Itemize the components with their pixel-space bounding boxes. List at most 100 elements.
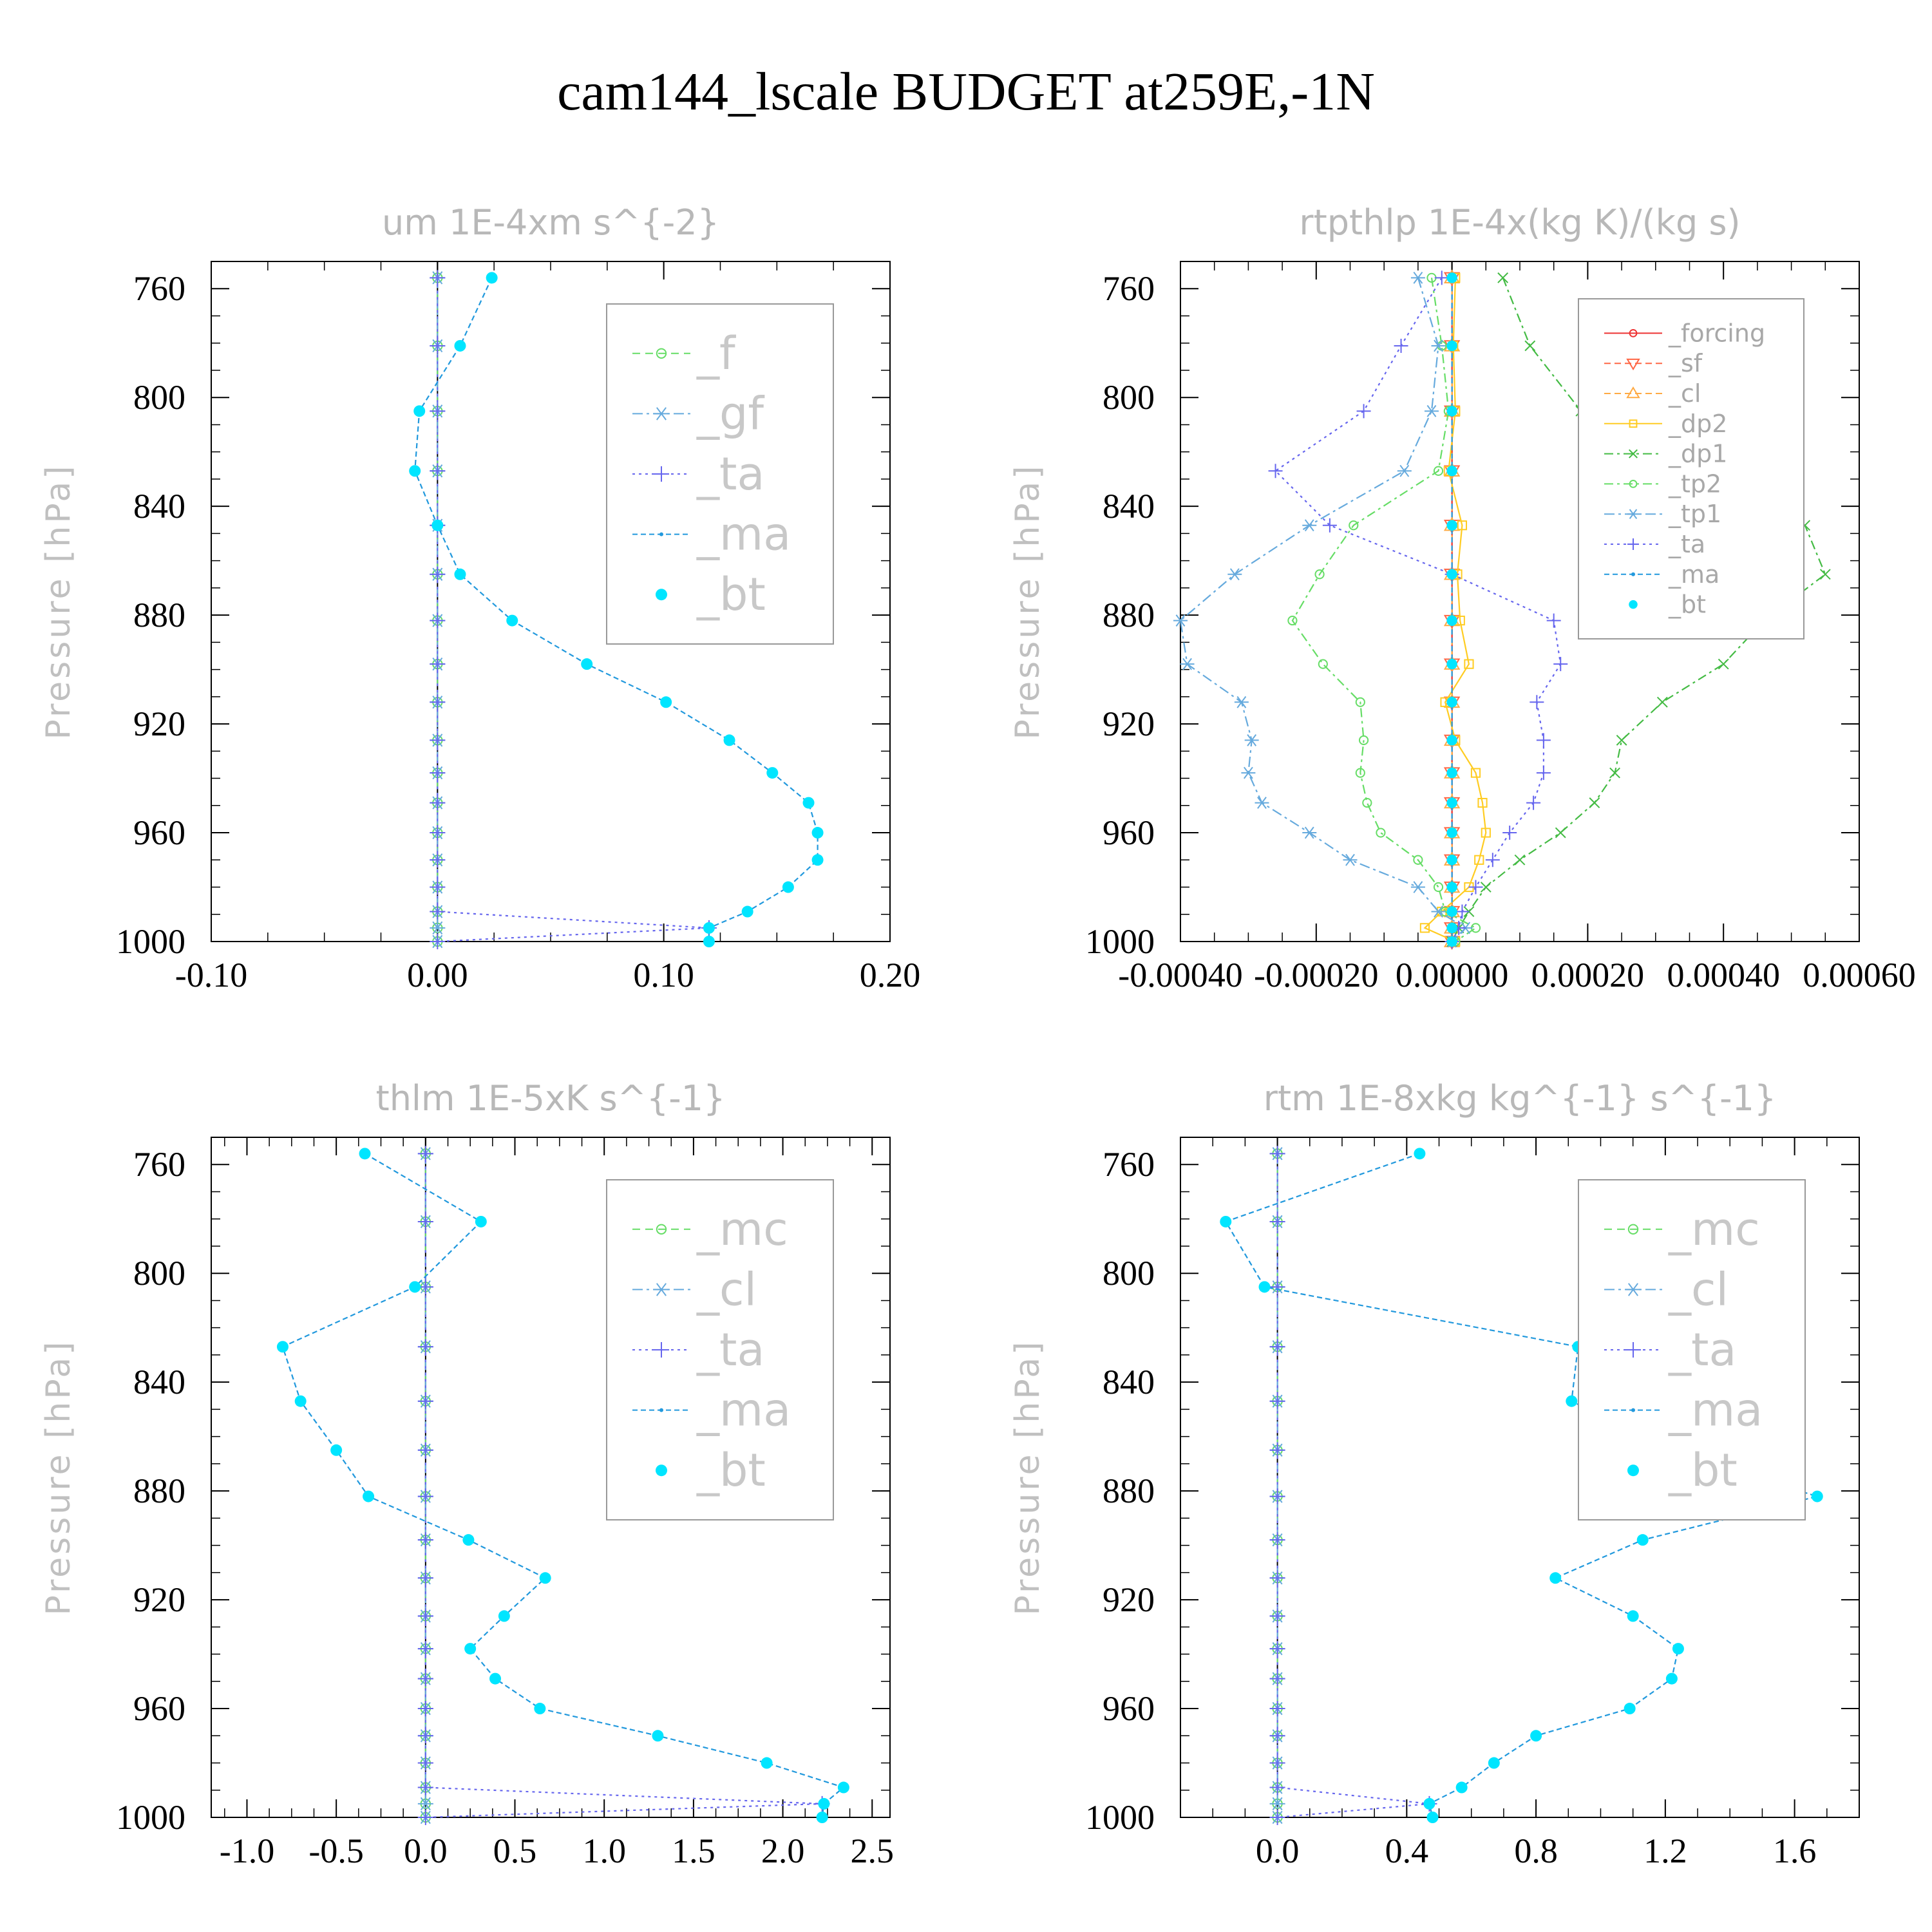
data-point [417,1810,433,1825]
y-axis-label: Pressure [hPa] [1009,464,1047,740]
legend-box [606,1179,834,1520]
panel-rtm: rtm 1E-8xkg kg^{-1} s^{-1} Pressure [hPa]… [1009,1078,1860,1870]
data-point [766,767,779,779]
data-point [1656,696,1668,708]
data-point [489,1672,502,1685]
data-point [802,797,815,809]
legend-marker [1627,538,1639,550]
panel-title: thlm 1E-5xK s^{-1} [376,1078,726,1119]
legend-marker [656,1224,667,1235]
x-tick-label: 0.4 [1385,1832,1429,1870]
legend-marker [656,348,667,359]
legend-marker [1629,419,1638,428]
x-tick-label: 0.00000 [1396,956,1509,994]
y-tick-label: 880 [1103,1472,1155,1510]
legend-box [606,303,834,645]
data-point [1455,1781,1468,1794]
data-point [1302,826,1317,839]
data-point [430,852,446,868]
data-point [1269,1810,1285,1825]
panel-title: um 1E-4xm s^{-2} [382,202,719,243]
data-point [1553,657,1568,672]
data-point [363,1490,375,1502]
data-point [1269,1608,1285,1624]
series-tp1 [1173,271,1473,948]
x-tick-label: 0.0 [404,1832,448,1870]
data-point [1424,404,1439,417]
data-point [1234,696,1249,708]
data-point [811,854,824,866]
data-point [1502,826,1517,840]
legend-marker [1629,600,1638,609]
data-point [409,1281,421,1293]
x-tick-label: 0.00040 [1667,956,1780,994]
data-point [1514,854,1526,866]
data-point [1811,1490,1823,1502]
data-point [1481,828,1491,838]
legend-label: _dp1 [1668,440,1727,468]
data-point [1434,270,1449,285]
data-point [1258,1281,1271,1293]
data-point [1413,855,1423,865]
x-tick-label: 0.20 [860,956,921,994]
legend-label: _ma [696,1384,791,1437]
legend-label: _ta [696,1323,764,1376]
legend-marker [1627,1224,1639,1235]
x-tick-label: -0.00040 [1118,956,1242,994]
data-point [1349,520,1359,531]
data-point [1269,1442,1285,1458]
data-point [417,1532,433,1548]
legend-label: _forcing [1668,319,1765,347]
series-bt [276,1148,849,1823]
data-point [1446,827,1457,838]
data-point [1455,904,1470,919]
data-point [1566,1395,1578,1407]
data-point [1474,855,1484,865]
data-point [276,1341,289,1353]
legend-marker [659,532,663,536]
data-point [506,614,518,627]
data-point [1220,1215,1232,1227]
legend-label: _ta [1668,530,1705,558]
data-point [1269,1532,1285,1548]
data-point [1355,697,1365,707]
x-tick-label: -0.10 [175,956,247,994]
legend: _forcing_sf_cl_dp2_dp1_tp2_tp1_ta_ma_bt [1578,298,1804,639]
y-tick-label: 760 [133,1145,185,1184]
data-point [430,921,446,935]
y-tick-label: 800 [133,1254,185,1293]
data-point [430,825,446,841]
series-line [1451,277,1826,942]
x-tick-label: 0.00060 [1803,956,1916,994]
legend-box [1578,1179,1806,1520]
legend-label: _ma [696,508,791,561]
series-dp2 [1419,272,1491,947]
legend: _f _gf _ta _ma _bt [606,303,834,645]
y-tick-label: 920 [1103,705,1155,743]
data-point [417,1146,433,1162]
legend-marker [1627,1464,1639,1477]
data-point [1414,1148,1426,1160]
data-point [454,339,466,352]
data-point [1497,272,1509,283]
data-point [1269,1488,1285,1504]
panel-title: rtm 1E-8xkg kg^{-1} s^{-1} [1264,1078,1777,1119]
data-point [417,1339,433,1355]
data-point [498,1610,510,1622]
data-point [660,696,672,708]
legend-marker [659,1408,663,1412]
data-point [417,1213,433,1229]
data-point [430,765,446,781]
x-tick-label: 0.5 [493,1832,537,1870]
y-tick-label: 1000 [116,1798,185,1837]
data-point [430,270,446,286]
legend-label: _cl [1668,1263,1728,1316]
data-point [1555,827,1566,838]
data-point [1718,658,1729,670]
data-point [1302,519,1317,532]
data-point [430,612,446,629]
data-point [1446,922,1457,934]
data-point [1589,797,1600,808]
data-point [1322,518,1337,533]
data-point [1549,1572,1562,1584]
